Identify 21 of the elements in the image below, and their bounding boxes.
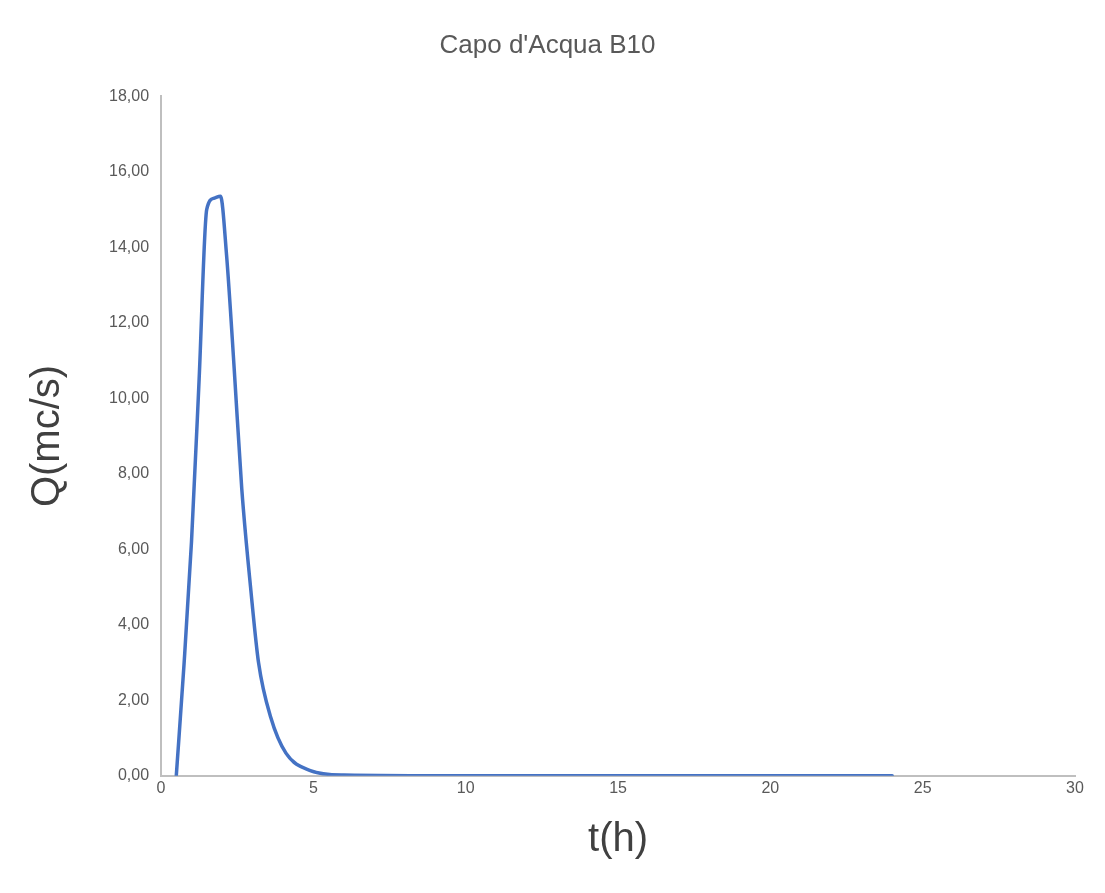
x-tick-label: 20 [761,778,780,796]
x-axis-title: t(h) [588,815,649,860]
y-tick-label: 0,00 [117,766,150,784]
chart-title: Capo d'Acqua B10 [439,28,656,59]
y-tick-label: 8,00 [117,464,150,482]
y-tick-label: 2,00 [117,690,150,708]
y-tick-label: 16,00 [108,162,150,180]
y-tick-label: 10,00 [108,388,150,406]
line-series [174,194,894,776]
y-tick-label: 14,00 [108,237,150,255]
x-tick-label: 0 [156,778,166,796]
y-tick-label: 12,00 [108,313,150,331]
y-tick-label: 18,00 [108,86,150,104]
y-tick-label: 6,00 [117,539,150,557]
x-tick-label: 15 [609,778,628,796]
x-tick-label: 5 [308,778,318,796]
x-tick-label: 30 [1066,778,1084,796]
y-axis-title: Q(mc/s) [23,364,68,508]
x-tick-label: 25 [913,778,932,796]
x-tick-label: 10 [456,778,475,796]
y-tick-label: 4,00 [117,615,150,633]
